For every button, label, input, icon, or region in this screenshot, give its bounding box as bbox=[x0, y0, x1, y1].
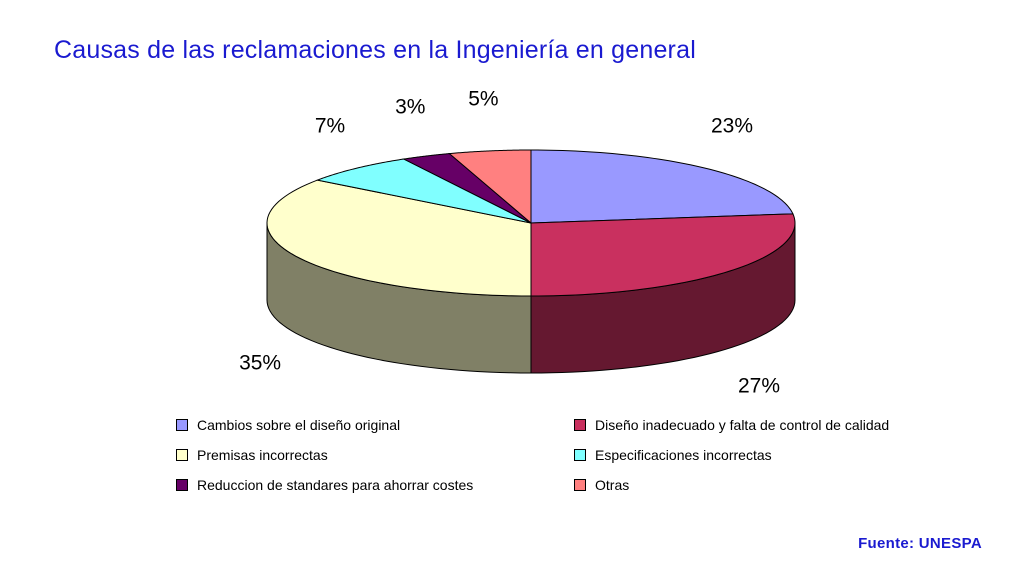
legend: Cambios sobre el diseño original Diseño i… bbox=[176, 417, 976, 507]
legend-item-2: Premisas incorrectas bbox=[176, 447, 328, 463]
pie-tops bbox=[266, 149, 796, 297]
legend-item-4: Reduccion de standares para ahorrar cost… bbox=[176, 477, 473, 493]
pie-chart: 23% 27% 35% 7% 3% 5% bbox=[239, 87, 796, 398]
pie-slice-4 bbox=[402, 153, 532, 224]
pie-slice-1 bbox=[530, 213, 796, 297]
legend-item-3: Especificaciones incorrectas bbox=[574, 447, 772, 463]
chart-title: Causas de las reclamaciones en la Ingeni… bbox=[54, 36, 696, 64]
legend-swatch bbox=[574, 449, 586, 461]
pie-slice-5 bbox=[448, 149, 532, 225]
legend-label: Diseño inadecuado y falta de control de … bbox=[595, 417, 890, 433]
legend-swatch bbox=[176, 449, 188, 461]
legend-swatch bbox=[574, 419, 586, 431]
pie-label-5: 5% bbox=[468, 87, 498, 110]
pie-label-3: 7% bbox=[315, 115, 345, 138]
pie-labels: 23% 27% 35% 7% 3% 5% bbox=[239, 87, 780, 397]
legend-item-1: Diseño inadecuado y falta de control de … bbox=[574, 417, 889, 433]
pie-label-2: 35% bbox=[239, 351, 281, 374]
legend-label: Especificaciones incorrectas bbox=[595, 447, 772, 463]
pie-slice-0 bbox=[530, 149, 794, 224]
legend-swatch bbox=[574, 479, 586, 491]
legend-item-5: Otras bbox=[574, 477, 629, 493]
pie-label-4: 3% bbox=[395, 96, 425, 119]
legend-label: Premisas incorrectas bbox=[197, 447, 328, 463]
legend-label: Reduccion de standares para ahorrar cost… bbox=[197, 477, 474, 493]
legend-label: Cambios sobre el diseño original bbox=[197, 417, 401, 433]
pie-slice-3 bbox=[315, 158, 532, 224]
pie-slice-2 bbox=[266, 179, 532, 297]
legend-swatch bbox=[176, 479, 188, 491]
pie-label-1: 27% bbox=[738, 375, 780, 398]
legend-item-0: Cambios sobre el diseño original bbox=[176, 417, 400, 433]
source-note: Fuente: UNESPA bbox=[858, 535, 982, 552]
legend-swatch bbox=[176, 419, 188, 431]
legend-label: Otras bbox=[595, 477, 630, 493]
pie-label-0: 23% bbox=[711, 115, 753, 138]
